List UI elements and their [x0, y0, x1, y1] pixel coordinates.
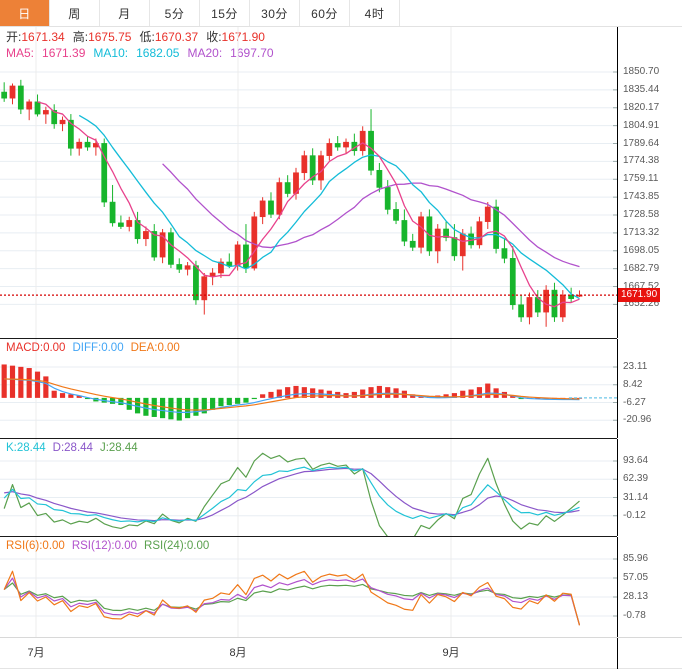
price-axis-tick: 1835.44: [623, 83, 660, 95]
macd-panel[interactable]: MACD:0.00 DIFF:0.00 DEA:0.00 23.11 8.42 -6.2…: [0, 339, 682, 438]
tab-5min[interactable]: 5分: [150, 0, 200, 26]
d-value: 28.44: [64, 442, 93, 454]
axis-tick-label: -0.78: [623, 610, 646, 621]
d-label: D:: [52, 442, 65, 454]
axis-tick-label: 62.39: [623, 473, 649, 485]
time-axis-corner: [617, 638, 682, 669]
price-axis-tick: 1713.32: [623, 226, 660, 238]
close-label: 收:: [206, 30, 222, 44]
rsi-axis: 85.96 57.05 28.13 -0.78: [617, 537, 682, 637]
dea-value: 0.00: [157, 342, 180, 354]
price-axis-tick: 1728.58: [623, 209, 660, 220]
kdj-axis: 93.64 62.39 31.14 -0.12: [617, 439, 682, 536]
separator-macd-kdj: [0, 438, 617, 439]
tab-15min[interactable]: 15分: [200, 0, 250, 26]
rsi-panel[interactable]: RSI(6):0.00 RSI(12):0.00 RSI(24):0.00 85.9…: [0, 537, 682, 637]
price-axis-tick: 1698.05: [623, 244, 660, 256]
kdj-plot[interactable]: [0, 439, 617, 536]
ma20-label: MA20:: [187, 46, 223, 60]
j-label: J:: [99, 442, 109, 454]
price-axis: 1850.70 1835.44 1820.17 1804.91 1789.64 1774.…: [617, 27, 682, 338]
macd-axis: 23.11 8.42 -6.27 -20.96: [617, 339, 682, 438]
kdj-legend: K:28.44 D:28.44 J:28.44: [6, 442, 138, 454]
ma10-value: 1682.05: [136, 46, 180, 60]
price-panel[interactable]: 1850.70 1835.44 1820.17 1804.91 1789.64 1774.…: [0, 27, 682, 338]
diff-label: DIFF:: [72, 342, 102, 354]
rsi-legend: RSI(6):0.00 RSI(12):0.00 RSI(24):0.00: [6, 540, 209, 552]
rsi-plot[interactable]: [0, 537, 617, 637]
low-label: 低:: [139, 30, 155, 44]
tab-week[interactable]: 周: [50, 0, 100, 26]
price-axis-tick: 1804.91: [623, 119, 660, 131]
axis-tick-label: 28.13: [623, 591, 649, 602]
rsi24-label: RSI(24):: [144, 540, 187, 552]
price-axis-tick: 1850.70: [623, 66, 660, 77]
macd-axis-tick: -20.96: [623, 414, 652, 426]
time-axis-tick: 9月: [442, 647, 460, 659]
dea-label: DEA:: [130, 342, 158, 354]
candlestick-plot[interactable]: [0, 27, 617, 338]
axis-tick-label: -0.12: [623, 509, 646, 521]
macd-axis-tick: -6.27: [623, 396, 646, 408]
rsi24-value: 0.00: [186, 540, 210, 552]
axis-tick-label: 85.96: [623, 553, 649, 564]
k-label: K:: [6, 442, 17, 454]
open-value: 1671.34: [21, 30, 65, 44]
j-value: 28.44: [108, 442, 138, 454]
tab-month[interactable]: 月: [100, 0, 150, 26]
high-value: 1675.75: [88, 30, 132, 44]
ma10-label: MA10:: [93, 46, 129, 60]
rsi6-label: RSI(6):: [6, 540, 43, 552]
axis-tick-label: 57.05: [623, 572, 649, 583]
high-label: 高:: [72, 30, 89, 44]
low-value: 1670.37: [154, 30, 199, 44]
time-axis: 7月 8月 9月: [0, 637, 682, 669]
open-label: 开:: [6, 30, 22, 44]
ma5-label: MA5:: [6, 46, 35, 60]
price-axis-tick: 1682.79: [623, 262, 660, 274]
macd-axis-tick: 23.11: [623, 361, 648, 372]
price-axis-tick: 1820.17: [623, 101, 660, 113]
ohlc-row: 开:1671.34 高:1675.75 低:1670.37 收:1671.90: [6, 29, 274, 45]
tab-60min[interactable]: 60分: [300, 0, 350, 26]
close-value: 1671.90: [221, 30, 265, 44]
k-value: 28.44: [16, 442, 46, 454]
current-price-badge: 1671.90: [618, 288, 661, 303]
tab-30min[interactable]: 30分: [250, 0, 300, 26]
rsi12-label: RSI(12):: [71, 540, 115, 552]
tab-day[interactable]: 日: [0, 0, 50, 26]
kdj-panel[interactable]: K:28.44 D:28.44 J:28.44 93.64 62.39 31.14 -0.…: [0, 439, 682, 536]
quote-header: 开:1671.34 高:1675.75 低:1670.37 收:1671.90 MA5…: [6, 29, 274, 61]
macd-legend: MACD:0.00 DIFF:0.00 DEA:0.00: [6, 342, 180, 354]
price-axis-tick: 1789.64: [623, 137, 660, 149]
macd-value: 0.00: [43, 342, 66, 354]
axis-tick-label: 31.14: [623, 491, 649, 503]
price-axis-tick: 1743.85: [623, 191, 660, 203]
tab-4hour[interactable]: 4时: [350, 0, 400, 26]
separator-kdj-rsi: [0, 536, 617, 537]
ma20-value: 1697.70: [230, 46, 274, 60]
time-axis-tick: 7月: [27, 647, 45, 659]
price-axis-tick: 1759.11: [623, 173, 659, 185]
time-axis-tick: 8月: [229, 647, 247, 659]
diff-value: 0.00: [101, 342, 124, 354]
timeframe-tabbar: 日 周 月 5分 15分 30分 60分 4时: [0, 0, 682, 27]
macd-axis-tick: 8.42: [623, 378, 643, 390]
price-axis-tick: 1667.52: [623, 280, 660, 292]
price-axis-tick: 1652.26: [623, 298, 660, 310]
rsi6-value: 0.00: [42, 540, 65, 552]
ma-row: MA5: 1671.39 MA10: 1682.05 MA20: 1697.70: [6, 45, 274, 61]
macd-label: MACD:: [6, 342, 44, 354]
price-axis-tick: 1774.38: [623, 155, 660, 167]
rsi12-value: 0.00: [114, 540, 138, 552]
axis-tick-label: 93.64: [623, 455, 649, 466]
separator-price-macd: [0, 338, 617, 339]
macd-plot[interactable]: [0, 339, 617, 438]
tabbar-spacer: [400, 0, 682, 26]
ma5-value: 1671.39: [42, 46, 86, 60]
